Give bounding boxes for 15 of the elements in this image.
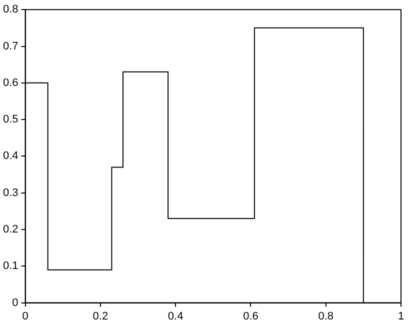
x-tick-label: 0.2 xyxy=(92,310,108,322)
y-tick-label: 0.7 xyxy=(2,40,18,52)
x-tick-label: 0 xyxy=(22,310,28,322)
x-tick-label: 0.8 xyxy=(318,310,334,322)
x-tick-label: 0.4 xyxy=(168,310,184,322)
y-tick-label: 0.5 xyxy=(2,114,18,126)
y-tick-label: 0.1 xyxy=(2,260,18,272)
y-tick-label: 0.2 xyxy=(2,224,18,236)
y-tick-label: 0.8 xyxy=(2,4,18,16)
y-tick-label: 0 xyxy=(12,296,18,309)
x-tick-label: 0.6 xyxy=(243,310,258,322)
y-tick-label: 0.6 xyxy=(2,76,18,89)
y-tick-label: 0.3 xyxy=(2,186,18,199)
x-tick-label: 1 xyxy=(398,310,404,322)
y-tick-label: 0.4 xyxy=(2,150,18,162)
